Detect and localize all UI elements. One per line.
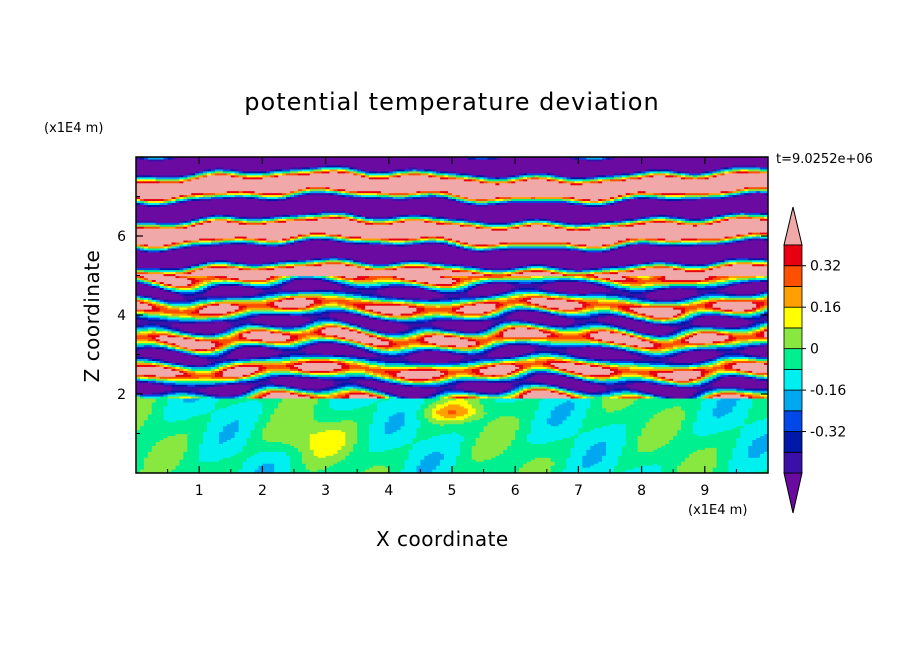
x-tick-label: 5 xyxy=(448,483,457,499)
x-tick-label: 2 xyxy=(258,483,267,499)
colorbar-swatch xyxy=(784,245,802,266)
x-tick-label: 4 xyxy=(384,483,393,499)
contour-field xyxy=(136,155,769,474)
x-tick-label: 9 xyxy=(700,483,709,499)
colorbar-swatch xyxy=(784,452,802,473)
colorbar-swatch xyxy=(784,411,802,432)
x-tick-label: 1 xyxy=(195,483,204,499)
y-tick-label: 2 xyxy=(117,387,126,403)
colorbar-swatch xyxy=(784,266,802,287)
x-tick-label: 3 xyxy=(321,483,330,499)
colorbar-tick-label: 0.32 xyxy=(810,259,841,275)
x-tick-label: 8 xyxy=(637,483,646,499)
x-tick-label: 6 xyxy=(511,483,520,499)
colorbar-swatch xyxy=(784,307,802,328)
y-tick-label: 4 xyxy=(117,308,126,324)
colorbar-tick-label: -0.32 xyxy=(810,425,846,441)
colorbar-swatch xyxy=(784,432,802,453)
colorbar-swatch xyxy=(784,390,802,411)
y-tick-label: 6 xyxy=(117,229,126,245)
colorbar-swatch xyxy=(784,349,802,370)
x-tick-label: 7 xyxy=(574,483,583,499)
colorbar-swatch xyxy=(784,369,802,390)
colorbar: 0.32 0.16 0 -0.16 -0.32 xyxy=(784,207,846,513)
colorbar-extend-top xyxy=(784,207,802,245)
colorbar-tick-label: 0 xyxy=(810,342,819,358)
colorbar-tick-label: -0.16 xyxy=(810,383,846,399)
colorbar-extend-bottom xyxy=(784,473,802,513)
colorbar-swatch xyxy=(784,286,802,307)
colorbar-swatch xyxy=(784,328,802,349)
colorbar-tick-label: 0.16 xyxy=(810,300,841,316)
